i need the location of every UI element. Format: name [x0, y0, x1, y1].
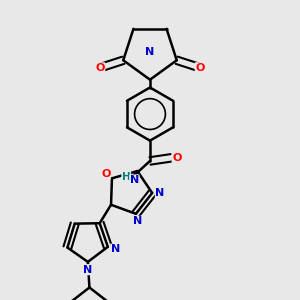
Text: N: N [111, 244, 120, 254]
Text: N: N [130, 175, 139, 185]
Text: O: O [195, 63, 205, 73]
Text: O: O [101, 169, 110, 178]
Text: N: N [134, 216, 143, 226]
Text: H: H [122, 172, 130, 182]
Text: O: O [95, 63, 105, 73]
Text: N: N [155, 188, 165, 198]
Text: O: O [172, 153, 182, 163]
Text: N: N [83, 265, 93, 275]
Text: N: N [146, 46, 154, 57]
